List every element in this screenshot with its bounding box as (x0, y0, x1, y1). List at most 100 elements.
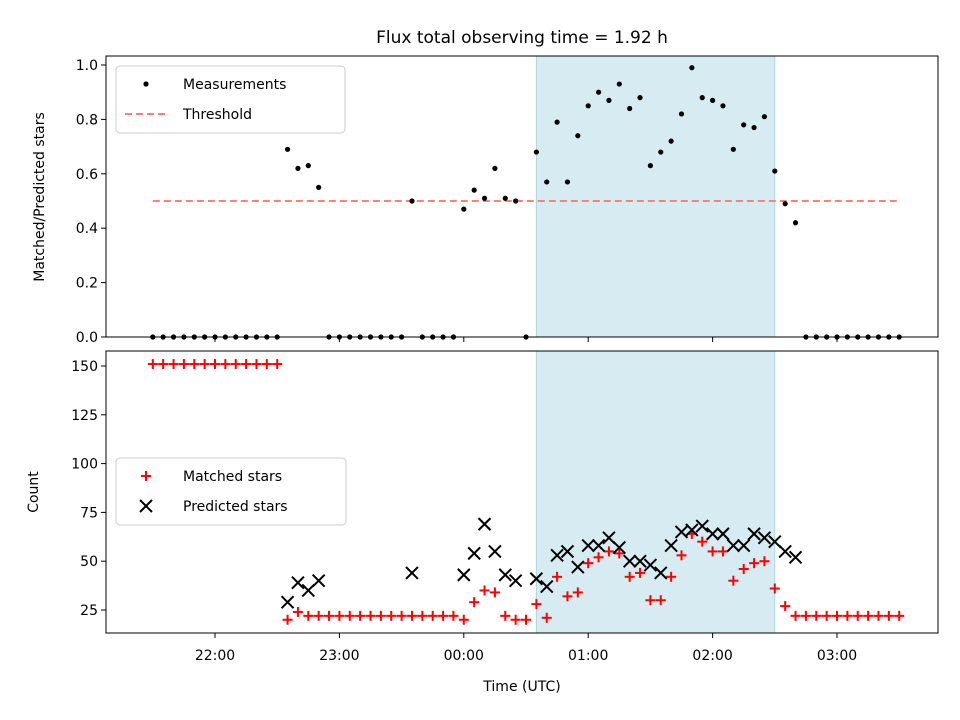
matched-star-point (800, 610, 811, 621)
legend-predicted-label: Predicted stars (183, 499, 288, 515)
predicted-star-point (529, 572, 544, 586)
measurement-point (751, 124, 757, 131)
predicted-star-point (405, 566, 419, 580)
predicted-star-point (280, 595, 295, 609)
measurement-point (710, 97, 716, 103)
measurement-point (544, 179, 550, 185)
matched-star-point (344, 610, 355, 621)
matched-star-point (572, 587, 583, 598)
matched-star-point (210, 359, 220, 370)
x-axis-label: Time (UTC) (482, 679, 560, 695)
measurement-point (606, 97, 612, 103)
matched-star-point (365, 610, 376, 621)
matched-star-point (189, 359, 200, 370)
matched-star-point (531, 599, 542, 610)
matched-star-point (168, 359, 179, 370)
predicted-star-point (674, 525, 689, 539)
top-y-ticks: 0.0 0.2 0.4 0.6 0.8 1.0 (76, 58, 106, 346)
matched-star-point (417, 610, 428, 621)
matched-star-point (562, 591, 573, 602)
matched-star-point (158, 359, 169, 370)
matched-star-point (842, 610, 853, 621)
predicted-star-points (280, 517, 803, 609)
bottom-axes-frame (105, 350, 939, 634)
matched-star-point (438, 610, 449, 621)
measurement-point (720, 103, 726, 109)
bottom-y-ticks: 25 50 75 100 125 150 (71, 359, 106, 619)
matched-star-point (655, 595, 666, 606)
predicted-star-point (633, 554, 647, 568)
matched-star-point (521, 614, 531, 625)
x-tick-label: 00:00 (444, 648, 484, 664)
measurement-point (627, 105, 633, 112)
y-tick-label: 150 (71, 359, 98, 375)
predicted-star-point (768, 534, 782, 549)
matched-star-point (873, 610, 884, 621)
matched-star-point (883, 610, 894, 621)
y-tick-label: 1.0 (76, 58, 98, 74)
predicted-star-point (467, 546, 481, 561)
x-tick-label: 01:00 (568, 648, 608, 664)
matched-star-point (583, 558, 594, 569)
predicted-star-point (540, 579, 554, 594)
measurement-point (782, 201, 788, 207)
predicted-star-point (560, 544, 575, 559)
predicted-star-point (716, 527, 730, 541)
predicted-star-point (747, 527, 761, 541)
matched-star-point (552, 571, 563, 582)
matched-star-point (635, 567, 646, 578)
measurement-point (741, 122, 747, 128)
matched-star-point (707, 546, 718, 557)
measurement-point (772, 168, 778, 174)
matched-star-point (282, 614, 293, 625)
predicted-star-point (550, 548, 564, 563)
matched-star-point (448, 610, 459, 621)
matched-star-point (863, 610, 874, 621)
measurement-point (658, 149, 664, 155)
legend-matched-marker (141, 471, 151, 481)
legend-matched-label: Matched stars (183, 469, 282, 485)
x-tick-label: 22:00 (195, 648, 235, 664)
matched-star-point (375, 610, 386, 621)
predicted-star-point (664, 538, 678, 553)
matched-star-point (251, 359, 262, 370)
measurement-point (730, 146, 736, 152)
measurement-point (284, 146, 291, 152)
predicted-star-point (508, 574, 523, 588)
predicted-star-point (591, 538, 606, 553)
matched-star-point (749, 558, 760, 569)
measurement-point (502, 195, 508, 201)
matched-star-point (717, 546, 728, 557)
y-tick-label: 0.8 (76, 112, 98, 128)
top-legend: Measurements Threshold (115, 65, 346, 134)
measurement-point (461, 206, 467, 212)
measurement-point (792, 220, 799, 226)
top-legend-box (115, 65, 346, 134)
matched-star-point (603, 546, 614, 557)
y-tick-label: 0.2 (76, 276, 98, 292)
matched-star-point (645, 595, 656, 606)
predicted-star-point (311, 574, 326, 588)
matched-star-point (624, 571, 635, 582)
measurement-point (616, 81, 622, 87)
matched-star-point (178, 359, 189, 370)
bottom-shaded-interval (535, 350, 776, 634)
measurement-point (689, 65, 695, 71)
matched-star-point (780, 601, 791, 612)
measurement-point (554, 119, 560, 125)
top-panel: 0.0 0.2 0.4 0.6 0.8 1.0 Matched/Predicted sta… (32, 55, 939, 346)
y-tick-label: 125 (71, 408, 98, 424)
matched-star-point (759, 556, 770, 567)
bottom-y-axis-label: Count (26, 471, 42, 513)
measurement-point (668, 138, 674, 144)
x-tick-label: 23:00 (319, 648, 359, 664)
measurement-point (513, 198, 519, 204)
legend-measurements-label: Measurements (183, 77, 286, 93)
matched-star-point (541, 612, 552, 623)
top-axes-frame (105, 55, 939, 338)
matched-star-point (728, 575, 739, 586)
predicted-star-point (757, 531, 772, 545)
matched-star-point (272, 359, 283, 370)
matched-star-point (821, 610, 832, 621)
top-x-ticks (214, 337, 838, 342)
